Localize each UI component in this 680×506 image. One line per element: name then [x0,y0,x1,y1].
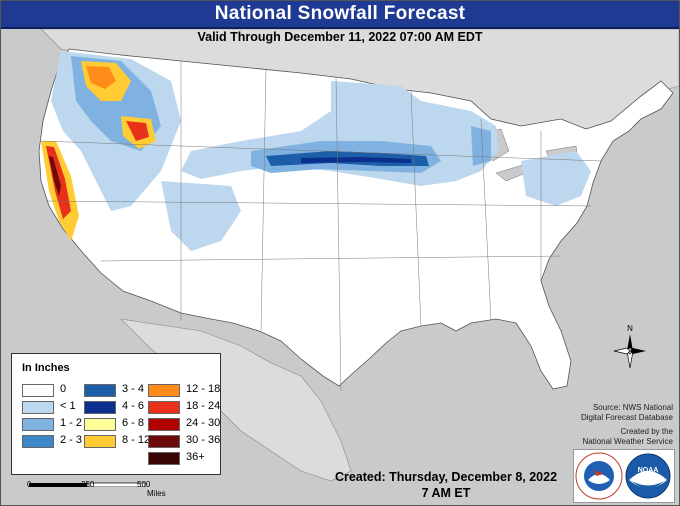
legend-label: 18 - 24 [186,400,221,412]
created-by-line-2: National Weather Service [582,437,673,446]
legend-label: 1 - 2 [60,417,83,429]
north-arrow-icon: N [613,324,646,369]
legend-swatch [84,384,116,397]
agency-logos: NOAA [573,449,675,503]
legend-label: 2 - 3 [60,434,83,446]
noaa-logo-text: NOAA [638,467,659,474]
created-by-note: Created by the National Weather Service [561,427,673,447]
created-time: 7 AM ET [421,486,471,500]
legend-swatch [84,401,116,414]
legend-label: 8 - 12 [122,434,151,446]
scale-bar [29,482,146,487]
legend-swatch [22,401,54,414]
created-date: Created: Thursday, December 8, 2022 [334,470,558,484]
legend-swatch [22,384,54,397]
legend-swatch [22,418,54,431]
snow-northeast-light [521,151,591,206]
noaa-logo-icon: NOAA [625,453,671,499]
legend-label: 3 - 4 [122,383,145,395]
legend-label: 4 - 6 [122,400,145,412]
legend-swatch [148,435,180,448]
snow-michigan-moderate [471,126,491,166]
legend-label: < 1 [60,400,76,412]
legend-swatch [148,418,180,431]
legend-label: 30 - 36 [186,434,221,446]
legend-label: 12 - 18 [186,383,221,395]
scale-label-0: 0 [27,480,32,489]
legend-label: 36+ [186,451,205,463]
legend-swatch [148,384,180,397]
logo-graphics: NOAA [575,452,671,500]
legend-label: 24 - 30 [186,417,221,429]
legend-label: 0 [60,383,67,395]
snow-band-plains-core [301,157,411,163]
legend-swatch [22,435,54,448]
nws-logo-icon [575,452,623,500]
compass-label: N [627,324,633,333]
source-note: Source: NWS National Digital Forecast Da… [561,403,673,423]
snow-northern-rockies-extreme [126,121,149,141]
legend-swatch [84,435,116,448]
snow-sierra-peak [49,156,61,196]
scale-label-500: 500 [137,480,151,489]
legend-swatch [84,418,116,431]
legend: In Inches 0 < 1 1 - 2 2 - 3 3 - 4 4 - 6 6 - 8 8… [11,353,221,475]
legend-title: In Inches [22,362,70,374]
state-boundaries [40,61,602,392]
us-land [38,48,674,390]
legend-swatch [148,452,180,465]
valid-through: Valid Through December 11, 2022 07:00 AM… [197,30,483,44]
created-by-line-1: Created by the [620,427,673,436]
scale-label-250: 250 [81,480,95,489]
legend-swatch [148,401,180,414]
snow-cascades-very-heavy [86,66,116,89]
scale-unit: Miles [147,489,166,498]
source-line-1: Source: NWS National [592,403,673,412]
title-bar: National Snowfall Forecast [1,1,679,29]
legend-label: 6 - 8 [122,417,145,429]
source-line-2: Digital Forecast Database [580,413,673,422]
map-title: National Snowfall Forecast [214,3,466,24]
